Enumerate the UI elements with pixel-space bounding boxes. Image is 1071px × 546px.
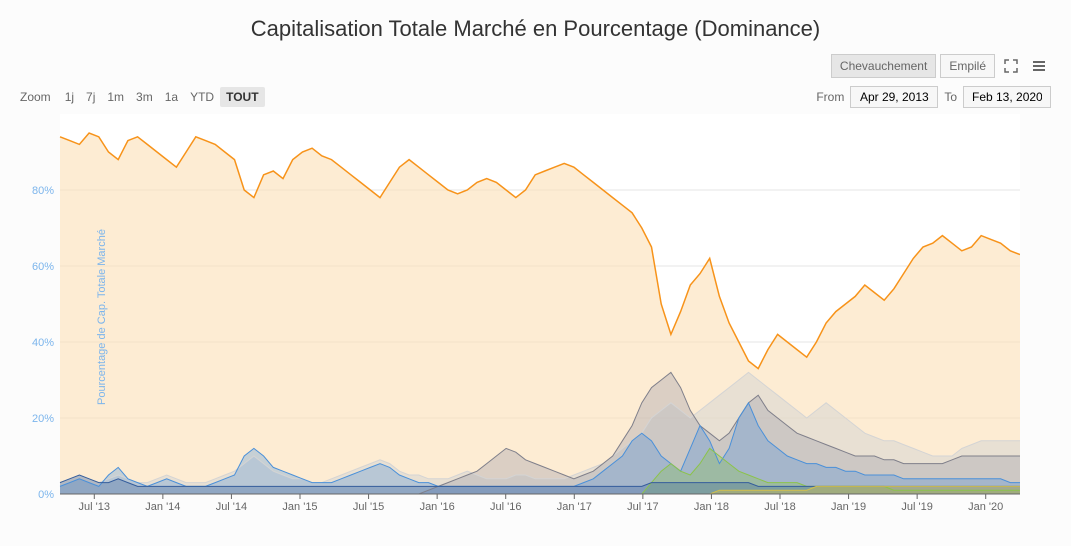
x-tick-label: Jul '18 bbox=[764, 501, 795, 513]
zoom-7j-button[interactable]: 7j bbox=[80, 87, 101, 107]
x-tick-label: Jul '14 bbox=[216, 501, 247, 513]
zoom-ytd-button[interactable]: YTD bbox=[184, 87, 220, 107]
layout-overlap-button[interactable]: Chevauchement bbox=[831, 54, 936, 78]
zoom-1m-button[interactable]: 1m bbox=[101, 87, 130, 107]
x-tick-label: Jan '18 bbox=[694, 501, 729, 513]
y-tick-label: 40% bbox=[32, 337, 54, 349]
y-tick-label: 0% bbox=[38, 489, 54, 501]
dominance-chart[interactable]: 0% 20% 40% 60% 80% Jul '13 Jan '14 Jul '14 Jan '… bbox=[20, 114, 1020, 514]
y-axis-label: Pourcentage de Cap. Totale Marché bbox=[96, 229, 108, 405]
zoom-label: Zoom bbox=[20, 90, 51, 104]
x-tick-label: Jan '15 bbox=[282, 501, 317, 513]
fullscreen-icon[interactable] bbox=[999, 56, 1023, 76]
layout-stacked-button[interactable]: Empilé bbox=[940, 54, 995, 78]
x-tick-label: Jan '20 bbox=[968, 501, 1003, 513]
y-tick-label: 80% bbox=[32, 185, 54, 197]
to-date-input[interactable] bbox=[963, 86, 1051, 108]
zoom-tout-button[interactable]: TOUT bbox=[220, 87, 264, 107]
zoom-3m-button[interactable]: 3m bbox=[130, 87, 159, 107]
x-tick-label: Jul '17 bbox=[627, 501, 658, 513]
x-tick-label: Jan '17 bbox=[557, 501, 592, 513]
layout-toolbar: Chevauchement Empilé bbox=[20, 54, 1051, 78]
x-tick-label: Jul '13 bbox=[79, 501, 110, 513]
y-tick-label: 60% bbox=[32, 261, 54, 273]
menu-icon[interactable] bbox=[1027, 56, 1051, 76]
from-label: From bbox=[816, 90, 844, 104]
x-tick-label: Jul '16 bbox=[490, 501, 521, 513]
y-tick-label: 20% bbox=[32, 413, 54, 425]
x-tick-label: Jan '14 bbox=[145, 501, 180, 513]
date-group: From To bbox=[816, 86, 1051, 108]
range-row: Zoom 1j7j1m3m1aYTDTOUT From To bbox=[20, 86, 1051, 108]
to-label: To bbox=[944, 90, 957, 104]
x-tick-label: Jul '15 bbox=[353, 501, 384, 513]
x-tick-label: Jan '19 bbox=[831, 501, 866, 513]
zoom-1a-button[interactable]: 1a bbox=[159, 87, 184, 107]
zoom-1j-button[interactable]: 1j bbox=[59, 87, 80, 107]
chart-title: Capitalisation Totale Marché en Pourcent… bbox=[20, 16, 1051, 42]
chart-container: Pourcentage de Cap. Totale Marché 0% 20% 4… bbox=[20, 114, 1051, 519]
zoom-group: Zoom 1j7j1m3m1aYTDTOUT bbox=[20, 90, 265, 104]
from-date-input[interactable] bbox=[850, 86, 938, 108]
x-tick-label: Jul '19 bbox=[901, 501, 932, 513]
x-tick-label: Jan '16 bbox=[420, 501, 455, 513]
